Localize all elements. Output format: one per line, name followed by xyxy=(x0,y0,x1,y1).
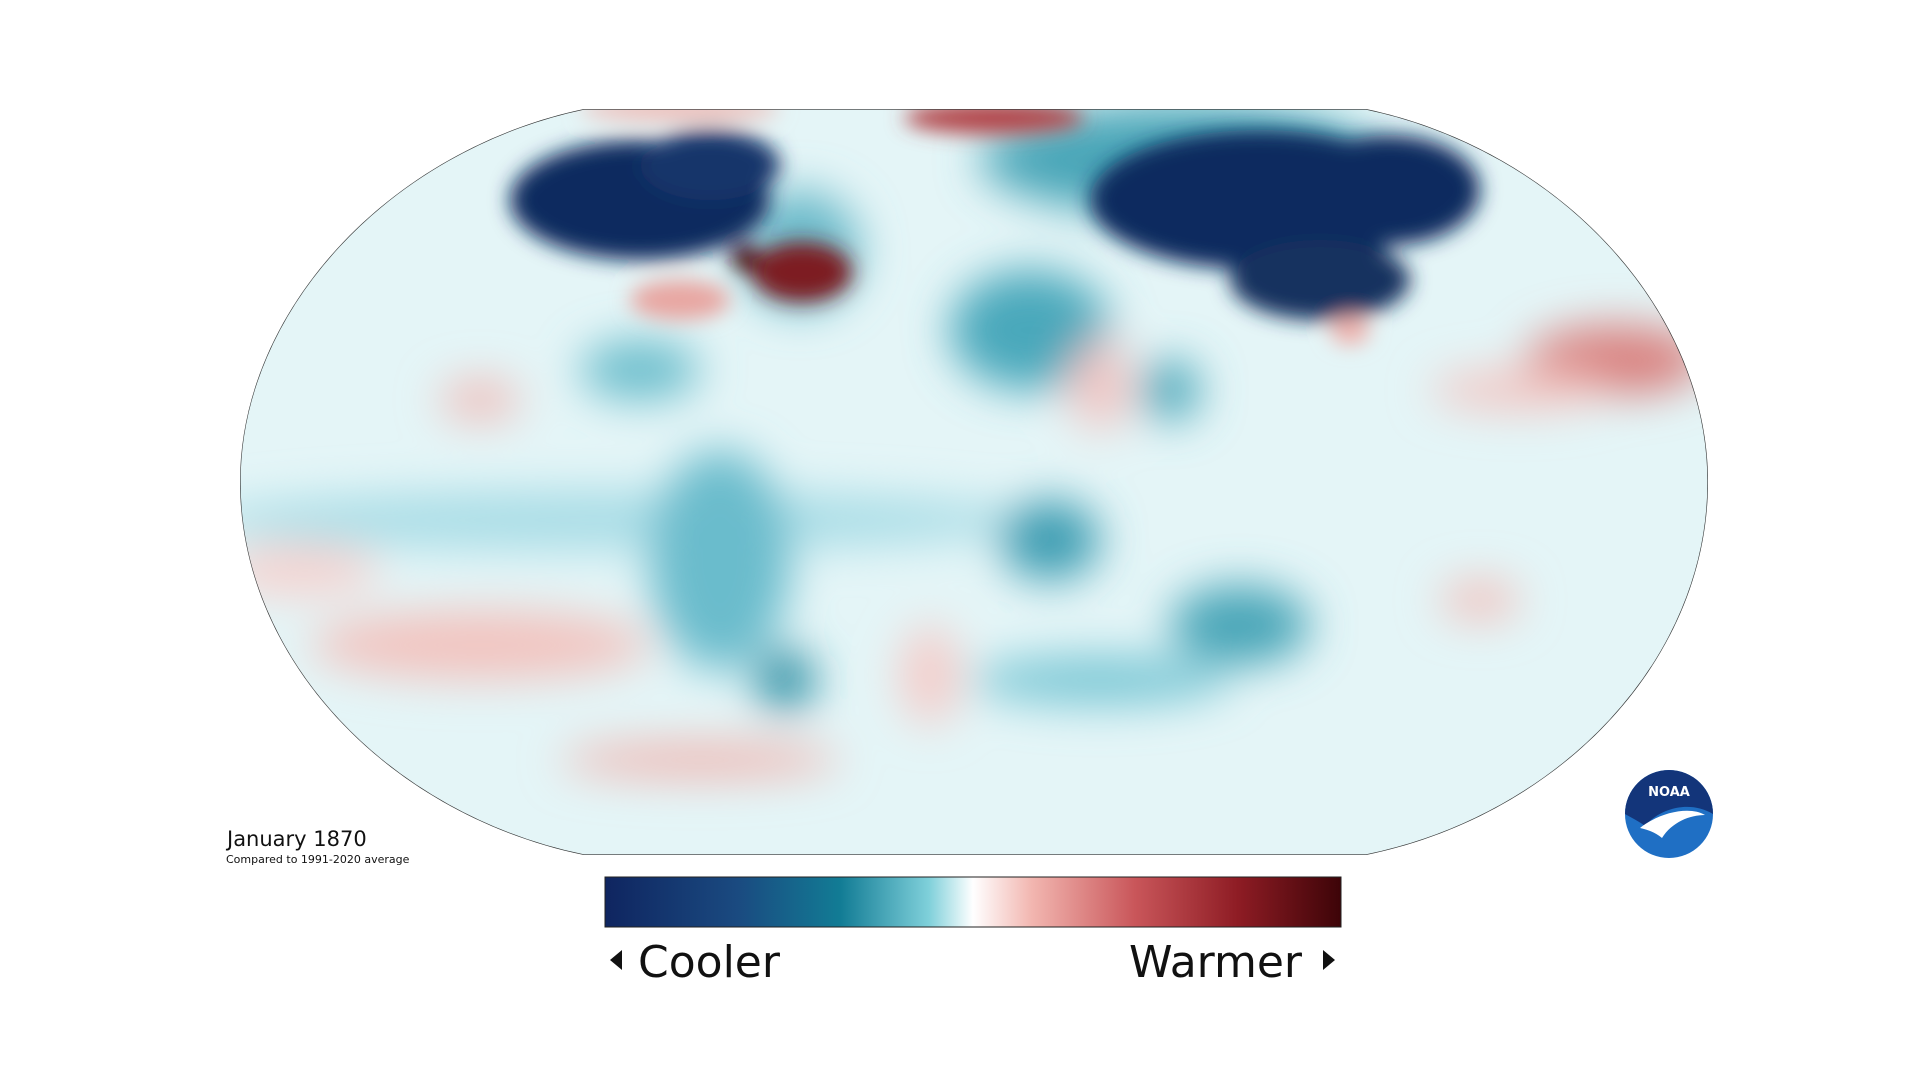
logo-text: NOAA xyxy=(1648,785,1690,800)
noaa-logo: NOAA xyxy=(1625,770,1713,858)
anomaly-map xyxy=(240,109,1708,855)
arrow-right xyxy=(1323,950,1335,970)
map-subtitle: Compared to 1991-2020 average xyxy=(226,853,410,866)
map-title: January 1870 xyxy=(225,827,367,851)
arrow-left xyxy=(610,950,622,970)
legend-high: Warmer xyxy=(1129,937,1303,988)
colorbar xyxy=(604,876,1342,928)
legend-low: Cooler xyxy=(638,937,781,988)
